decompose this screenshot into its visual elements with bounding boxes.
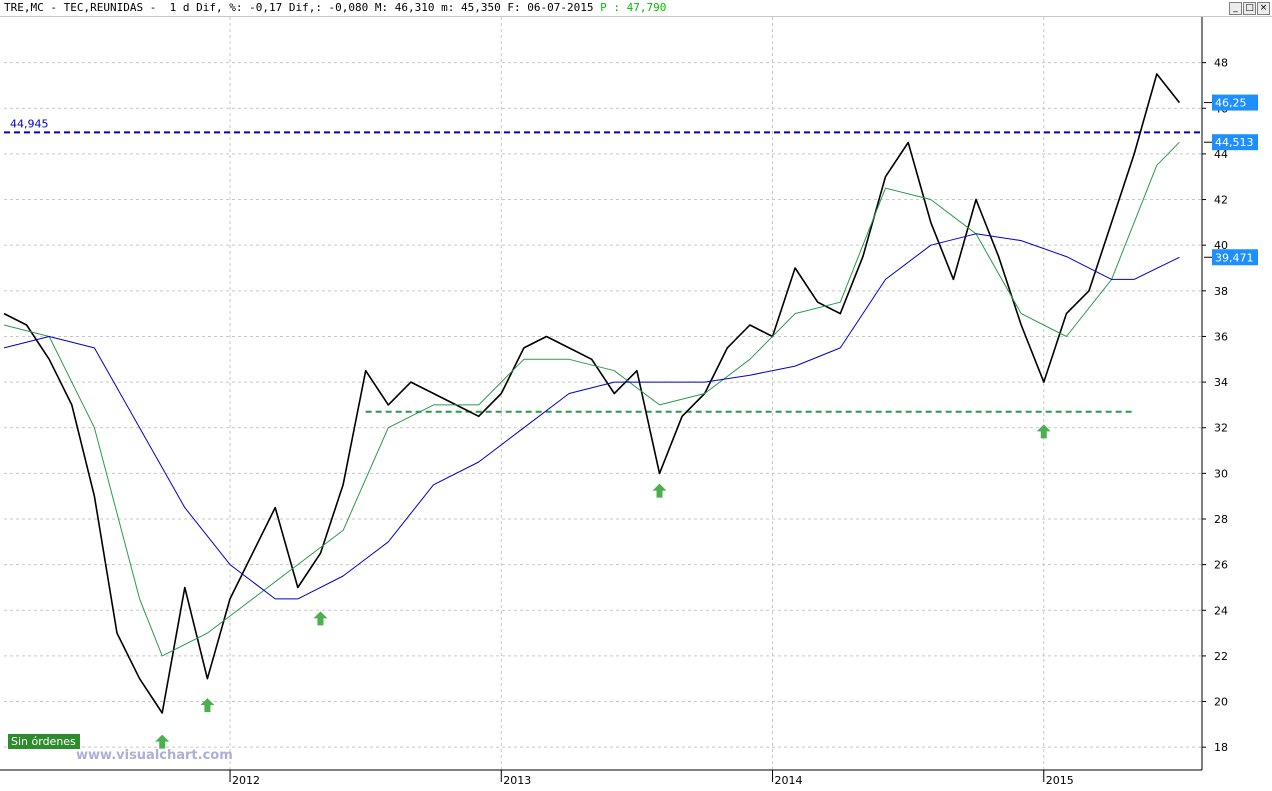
price-tag-bg: [1212, 249, 1258, 266]
x-tick-label: 2015: [1046, 774, 1074, 787]
series-line-ma_short: [3, 141, 1180, 657]
y-tick-label: 24: [1214, 604, 1228, 617]
company-name: TEC,REUNIDAS: [63, 1, 144, 14]
price-tag-label: 46,25: [1215, 97, 1247, 110]
up-arrow-icon: [1036, 424, 1051, 439]
axes: 1820222426283032343638404244464820122013…: [0, 17, 1228, 787]
price-tags: 46,25 44,513 39,471: [1204, 94, 1258, 266]
series-line-ma_long: [3, 233, 1180, 600]
quote-info: Dif, %: -0,17 Dif,: -0,080 M: 46,310 m: …: [189, 1, 601, 14]
grid: [4, 17, 1202, 770]
y-tick-label: 42: [1214, 194, 1228, 207]
series-group: [3, 73, 1181, 714]
title-bar: TRE,MC - TEC,REUNIDAS - 1 d Dif, %: -0,1…: [0, 0, 1272, 17]
y-tick-label: 26: [1214, 559, 1228, 572]
period: 1 d: [169, 1, 190, 14]
quote-header: TRE,MC - TEC,REUNIDAS - 1 d Dif, %: -0,1…: [4, 0, 666, 16]
minimize-button[interactable]: _: [1229, 2, 1242, 15]
buy-markers: [155, 424, 1051, 749]
series-line-price: [3, 73, 1181, 714]
y-tick-label: 34: [1214, 376, 1228, 389]
last-price: P : 47,790: [600, 1, 667, 14]
x-tick-label: 2012: [232, 774, 260, 787]
status-badge: Sin órdenes: [11, 735, 76, 748]
status-badge-bg: [8, 734, 80, 749]
y-tick-label: 28: [1214, 513, 1228, 526]
watermark: www.visualchart.com: [76, 748, 233, 763]
y-tick-label: 44: [1214, 148, 1228, 161]
price-tag-label: 44,513: [1215, 136, 1254, 149]
reference-line-label: 44,945: [10, 117, 49, 130]
y-tick-label: 48: [1214, 57, 1228, 70]
y-tick-label: 40: [1214, 239, 1228, 252]
x-tick-label: 2013: [503, 774, 531, 787]
ticker: TRE,MC: [4, 1, 44, 14]
up-arrow-icon: [313, 611, 328, 626]
up-arrow-icon: [200, 698, 215, 713]
y-tick-label: 32: [1214, 422, 1228, 435]
y-tick-label: 20: [1214, 696, 1228, 709]
y-tick-label: 30: [1214, 467, 1228, 480]
header-separator: -: [43, 1, 64, 14]
y-tick-label: 36: [1214, 330, 1228, 343]
close-button[interactable]: ×: [1257, 2, 1270, 15]
up-arrow-icon: [155, 734, 170, 749]
reference-lines: 44,945: [4, 117, 1202, 413]
price-tag-bg: [1212, 134, 1258, 151]
maximize-button[interactable]: □: [1243, 2, 1256, 15]
up-arrow-icon: [652, 483, 667, 498]
x-tick-label: 2014: [775, 774, 803, 787]
y-tick-label: 18: [1214, 741, 1228, 754]
price-tag-bg: [1212, 94, 1258, 111]
header-separator: -: [143, 1, 170, 14]
y-tick-label: 22: [1214, 650, 1228, 663]
price-tag-label: 39,471: [1215, 251, 1254, 264]
y-tick-label: 38: [1214, 285, 1228, 298]
